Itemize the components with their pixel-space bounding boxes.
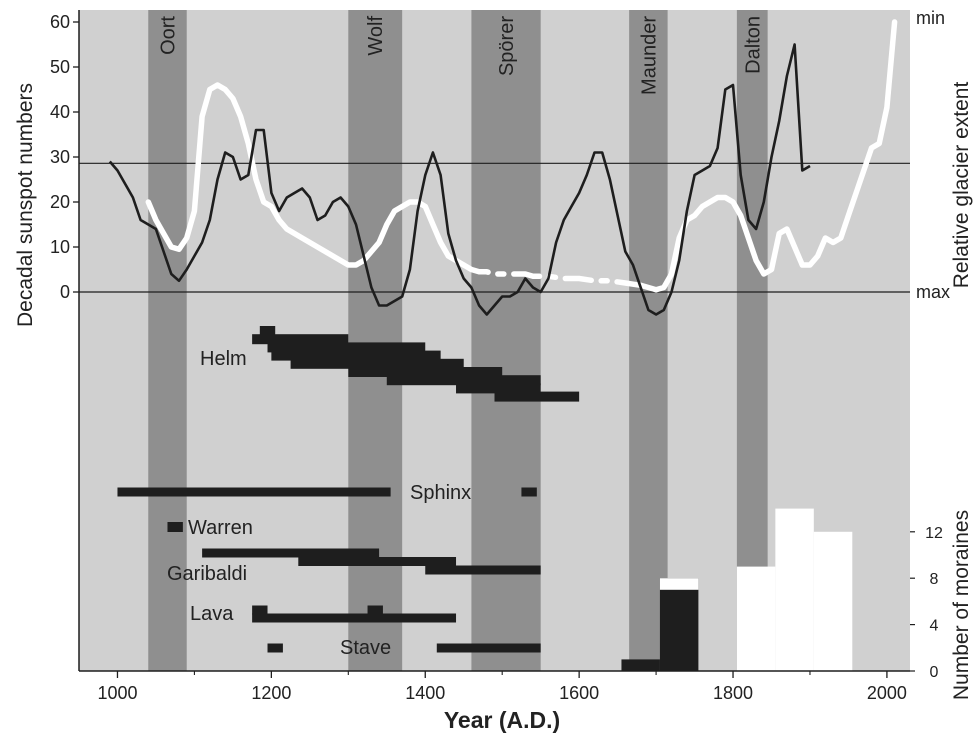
site-bar-sphinx xyxy=(117,487,391,497)
site-bar-warren xyxy=(167,522,183,532)
moraine-site-bars: Helm Sphinx Warren Garibaldi Lava Stave xyxy=(117,326,580,659)
site-label-lava: Lava xyxy=(190,603,234,625)
band-label: Maunder xyxy=(638,16,660,95)
site-bar-helm xyxy=(290,358,464,369)
left-tick-label: 30 xyxy=(50,147,70,167)
moraine-tick-label: 4 xyxy=(930,618,939,635)
moraine-bar xyxy=(659,578,699,671)
site-bar-garibaldi xyxy=(298,557,457,566)
left-tick-label: 40 xyxy=(50,102,70,122)
site-label-sphinx: Sphinx xyxy=(410,482,471,504)
moraine-tick-label: 8 xyxy=(930,571,939,588)
x-tick-label: 1200 xyxy=(251,683,291,703)
left-tick-label: 0 xyxy=(60,282,70,302)
x-axis-title: Year (A.D.) xyxy=(444,707,560,733)
moraine-bar xyxy=(621,659,660,671)
moraine-bar xyxy=(736,566,776,671)
band-label: Dalton xyxy=(742,16,764,74)
x-tick-label: 1800 xyxy=(713,683,753,703)
axes: 0 10 20 30 40 50 60 1000 1200 1400 1600 1800 2000 0 4 8… xyxy=(50,10,943,703)
glacier-extent-line xyxy=(460,262,644,289)
solar-minima-bands: Oort Wolf Spörer Maunder Dalton xyxy=(148,10,768,671)
site-bar-lava xyxy=(252,613,457,623)
moraine-tick-label: 12 xyxy=(925,525,943,542)
sunspot-line xyxy=(108,43,811,316)
site-bar-garibaldi xyxy=(202,548,380,558)
site-bar-helm xyxy=(259,326,276,336)
site-bar-lava xyxy=(252,605,268,615)
left-tick-label: 60 xyxy=(50,12,70,32)
band-label: Spörer xyxy=(496,16,518,76)
site-bar-helm xyxy=(386,375,541,386)
site-bar-garibaldi xyxy=(425,565,541,575)
moraine-tick-label: 0 xyxy=(930,664,939,681)
left-axis-title: Decadal sunspot numbers xyxy=(14,83,37,327)
site-bar-helm xyxy=(267,342,426,353)
site-bar-stave xyxy=(267,643,283,653)
site-bar-sphinx xyxy=(521,487,537,497)
site-label-stave: Stave xyxy=(340,637,391,659)
right-top-axis-title: Relative glacier extent xyxy=(950,82,973,289)
site-bar-stave xyxy=(436,643,541,653)
band-oort xyxy=(148,10,187,671)
site-label-garibaldi: Garibaldi xyxy=(167,563,247,585)
site-bar-helm xyxy=(494,391,580,402)
axis-labels: Year (A.D.) Decadal sunspot numbers Rela… xyxy=(14,8,973,733)
site-bar-helm xyxy=(271,350,441,361)
band-label: Oort xyxy=(157,16,179,55)
site-bar-lava xyxy=(367,605,383,615)
band-spörer xyxy=(471,10,541,671)
band-dalton xyxy=(736,10,768,671)
moraine-histogram xyxy=(621,508,853,671)
left-tick-label: 20 xyxy=(50,192,70,212)
right-bottom-axis-title: Number of moraines xyxy=(950,510,973,700)
series-lines xyxy=(79,19,910,316)
site-bar-helm xyxy=(456,383,541,394)
moraine-bar xyxy=(813,531,853,671)
site-bar-helm xyxy=(348,367,503,377)
moraine-bar-cap xyxy=(659,578,699,590)
left-tick-label: 10 xyxy=(50,237,70,257)
x-tick-label: 1400 xyxy=(405,683,445,703)
site-label-helm: Helm xyxy=(200,348,247,370)
band-wolf xyxy=(348,10,403,671)
glacier-extent-line xyxy=(145,82,467,268)
x-tick-label: 2000 xyxy=(867,683,907,703)
band-maunder xyxy=(629,10,668,671)
right-axis-min-label: min xyxy=(916,8,945,28)
band-label: Wolf xyxy=(365,16,387,56)
left-tick-label: 50 xyxy=(50,57,70,77)
right-axis-max-label: max xyxy=(916,282,950,302)
x-tick-label: 1600 xyxy=(559,683,599,703)
site-label-warren: Warren xyxy=(188,517,253,539)
moraine-bar xyxy=(775,508,814,671)
site-bar-helm xyxy=(252,334,349,345)
x-tick-label: 1000 xyxy=(97,683,137,703)
